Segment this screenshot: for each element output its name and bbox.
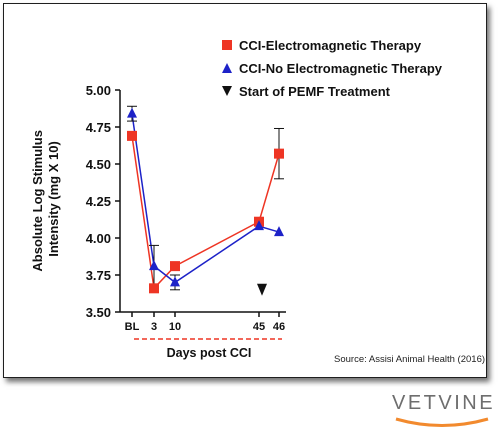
logo-text: VETVINE bbox=[392, 392, 496, 414]
y-tick-label: 5.00 bbox=[86, 83, 111, 98]
legend-label-series-0: CCI-Electromagnetic Therapy bbox=[239, 38, 422, 53]
point-series-1 bbox=[274, 226, 284, 237]
point-series-1 bbox=[170, 276, 180, 287]
y-ticks: 3.50 3.75 4.00 4.25 4.50 4.75 5.00 bbox=[86, 83, 120, 320]
point-series-1 bbox=[127, 107, 137, 118]
pemf-start-marker bbox=[257, 283, 267, 296]
chart: CCI-Electromagnetic Therapy CCI-No Elect… bbox=[30, 38, 443, 360]
legend-label-annotation: Start of PEMF Treatment bbox=[239, 84, 391, 99]
y-tick-label: 3.50 bbox=[86, 305, 111, 320]
data-points bbox=[127, 107, 284, 294]
y-axis-label-line-1: Absolute Log Stimulus bbox=[30, 130, 45, 272]
y-axis-label-line-2: Intensity (mg X 10) bbox=[46, 141, 61, 257]
logo-swoosh-icon bbox=[395, 417, 489, 427]
point-series-1 bbox=[149, 260, 159, 271]
x-ticks: BL 3 10 45 46 bbox=[125, 312, 285, 333]
point-series-0 bbox=[274, 148, 284, 159]
y-tick-label: 4.00 bbox=[86, 231, 111, 246]
vetvine-logo: VETVINE bbox=[392, 392, 496, 432]
source-note: Source: Assisi Animal Health (2016) bbox=[334, 354, 486, 365]
point-series-1 bbox=[254, 220, 264, 231]
x-tick-label: 3 bbox=[151, 321, 157, 333]
legend: CCI-Electromagnetic Therapy CCI-No Elect… bbox=[222, 38, 443, 99]
point-series-0 bbox=[127, 130, 137, 141]
legend-marker-series-1 bbox=[222, 63, 232, 73]
legend-label-series-1: CCI-No Electromagnetic Therapy bbox=[239, 61, 443, 76]
x-tick-label: 46 bbox=[273, 321, 285, 333]
y-tick-label: 4.25 bbox=[86, 194, 111, 209]
chart-frame: CCI-Electromagnetic Therapy CCI-No Elect… bbox=[3, 3, 487, 378]
x-tick-label: BL bbox=[125, 321, 140, 333]
point-series-0 bbox=[149, 283, 159, 294]
y-tick-label: 3.75 bbox=[86, 268, 111, 283]
y-axis-label: Absolute Log Stimulus Intensity (mg X 10… bbox=[30, 126, 61, 271]
x-tick-label: 10 bbox=[169, 321, 181, 333]
annotations bbox=[257, 283, 267, 296]
x-tick-label: 45 bbox=[253, 321, 265, 333]
point-series-0 bbox=[170, 261, 180, 272]
x-axis-label: Days post CCI bbox=[167, 346, 252, 360]
legend-marker-annotation bbox=[222, 86, 232, 96]
y-tick-label: 4.50 bbox=[86, 157, 111, 172]
y-tick-label: 4.75 bbox=[86, 120, 111, 135]
legend-marker-series-0 bbox=[222, 40, 232, 50]
